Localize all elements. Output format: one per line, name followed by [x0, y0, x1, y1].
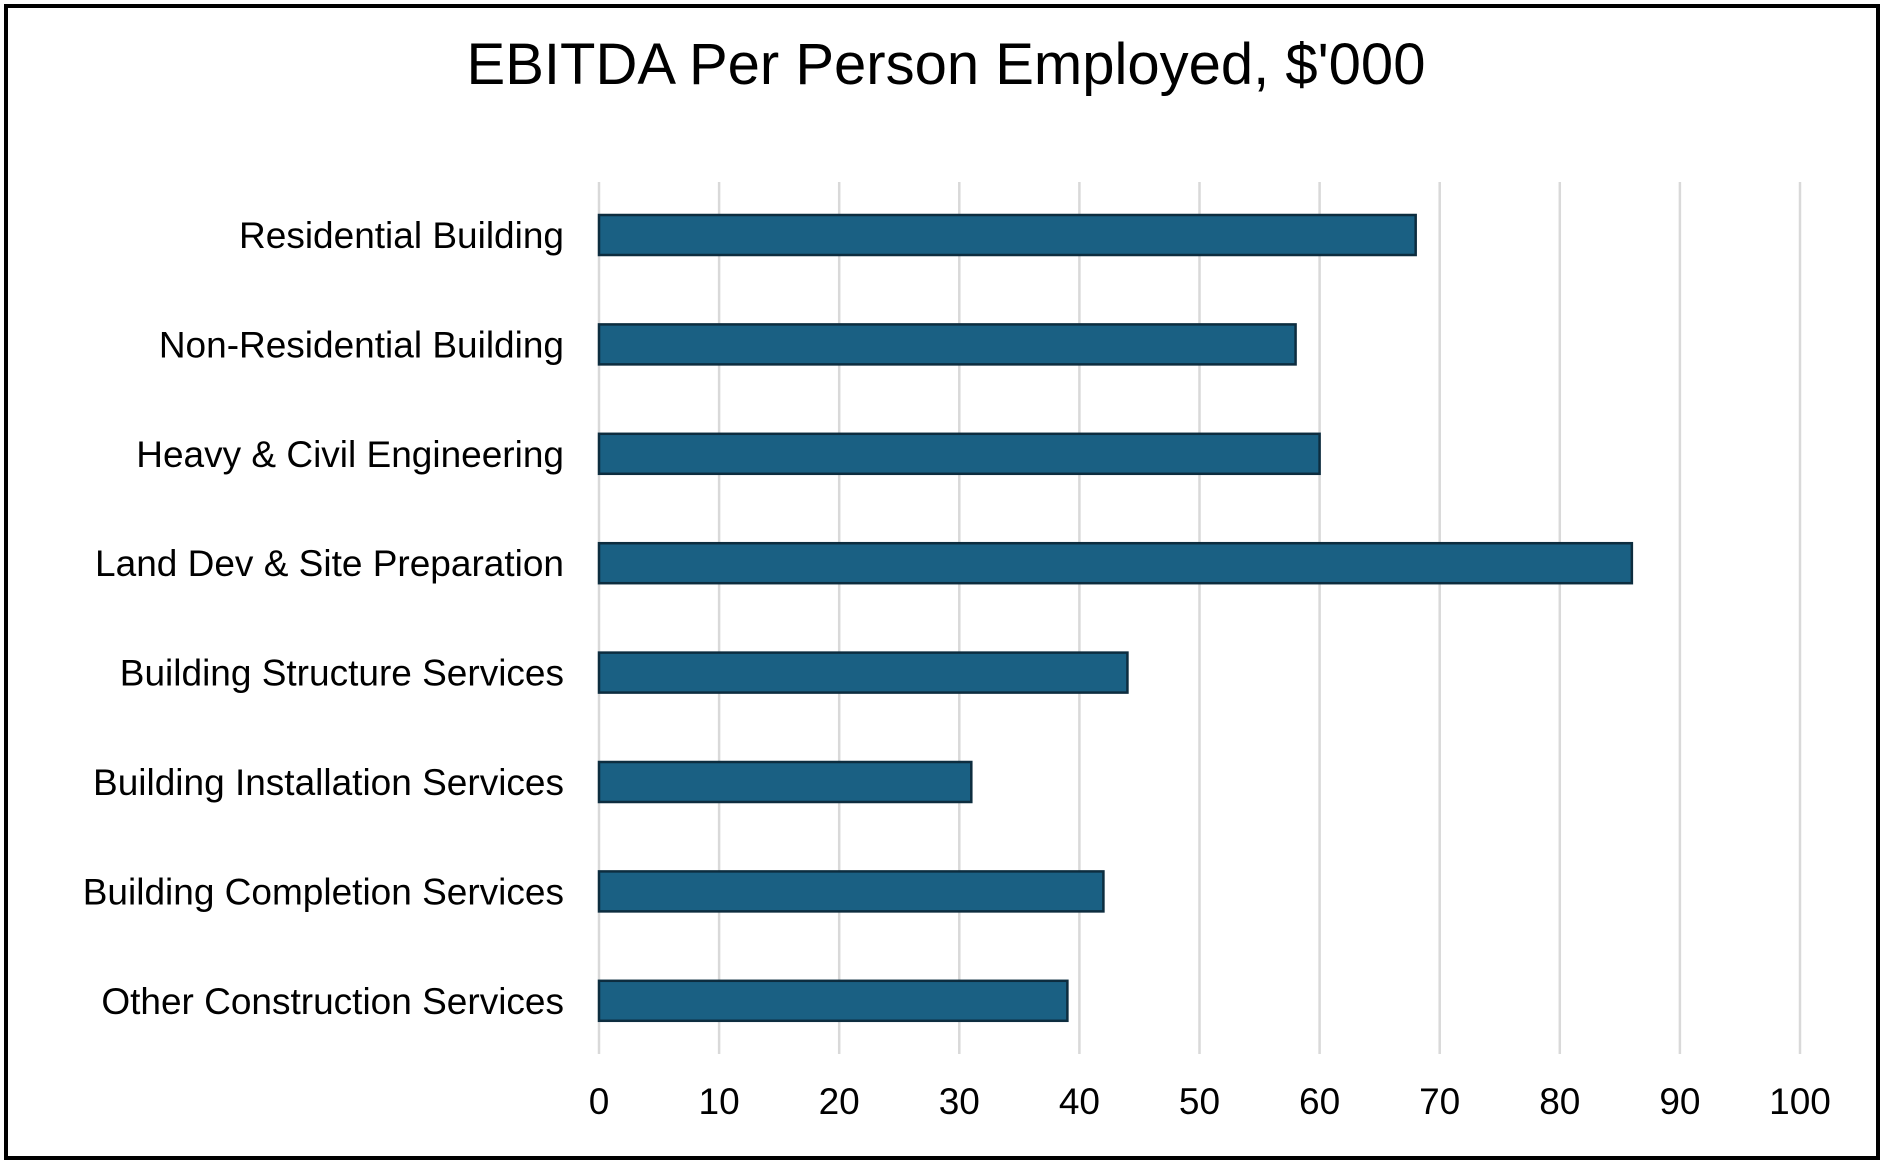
x-tick-label: 100: [1769, 1081, 1831, 1122]
category-label: Non-Residential Building: [159, 324, 564, 365]
bar-building-completion-services: [597, 870, 1105, 913]
bar-building-structure-services: [597, 651, 1129, 694]
x-tick-label: 30: [939, 1081, 980, 1122]
x-tick-label: 70: [1419, 1081, 1460, 1122]
bar-non-residential-building: [597, 323, 1297, 366]
category-label: Building Structure Services: [120, 653, 564, 694]
x-tick-label: 20: [819, 1081, 860, 1122]
category-label: Other Construction Services: [101, 981, 564, 1022]
chart-frame: EBITDA Per Person Employed, $'000 Reside…: [4, 4, 1880, 1160]
bar-residential-building: [597, 213, 1417, 257]
bars: [597, 213, 1634, 1023]
x-axis-tick-labels: 0 10 20 30 40 50 60 70 80 90 100: [589, 1081, 1831, 1122]
x-tick-label: 10: [699, 1081, 740, 1122]
bar-land-dev-site-preparation: [597, 541, 1634, 585]
x-tick-label: 80: [1539, 1081, 1580, 1122]
gridlines: [597, 182, 1802, 1054]
bar-heavy-civil-engineering: [597, 432, 1321, 476]
category-label: Land Dev & Site Preparation: [95, 543, 564, 584]
category-label: Building Installation Services: [93, 762, 564, 803]
category-label: Building Completion Services: [83, 871, 564, 912]
x-tick-label: 90: [1659, 1081, 1700, 1122]
category-label: Heavy & Civil Engineering: [136, 434, 564, 475]
chart-canvas: EBITDA Per Person Employed, $'000 Reside…: [83, 32, 1831, 1122]
bar-building-installation-services: [597, 760, 973, 804]
x-tick-label: 0: [589, 1081, 610, 1122]
x-tick-label: 40: [1059, 1081, 1100, 1122]
bar-other-construction-services: [597, 979, 1069, 1023]
x-tick-label: 60: [1299, 1081, 1340, 1122]
category-label: Residential Building: [239, 215, 564, 256]
chart-title: EBITDA Per Person Employed, $'000: [467, 32, 1426, 97]
x-tick-label: 50: [1179, 1081, 1220, 1122]
category-labels: Residential Building Non-Residential Buil…: [83, 215, 564, 1022]
